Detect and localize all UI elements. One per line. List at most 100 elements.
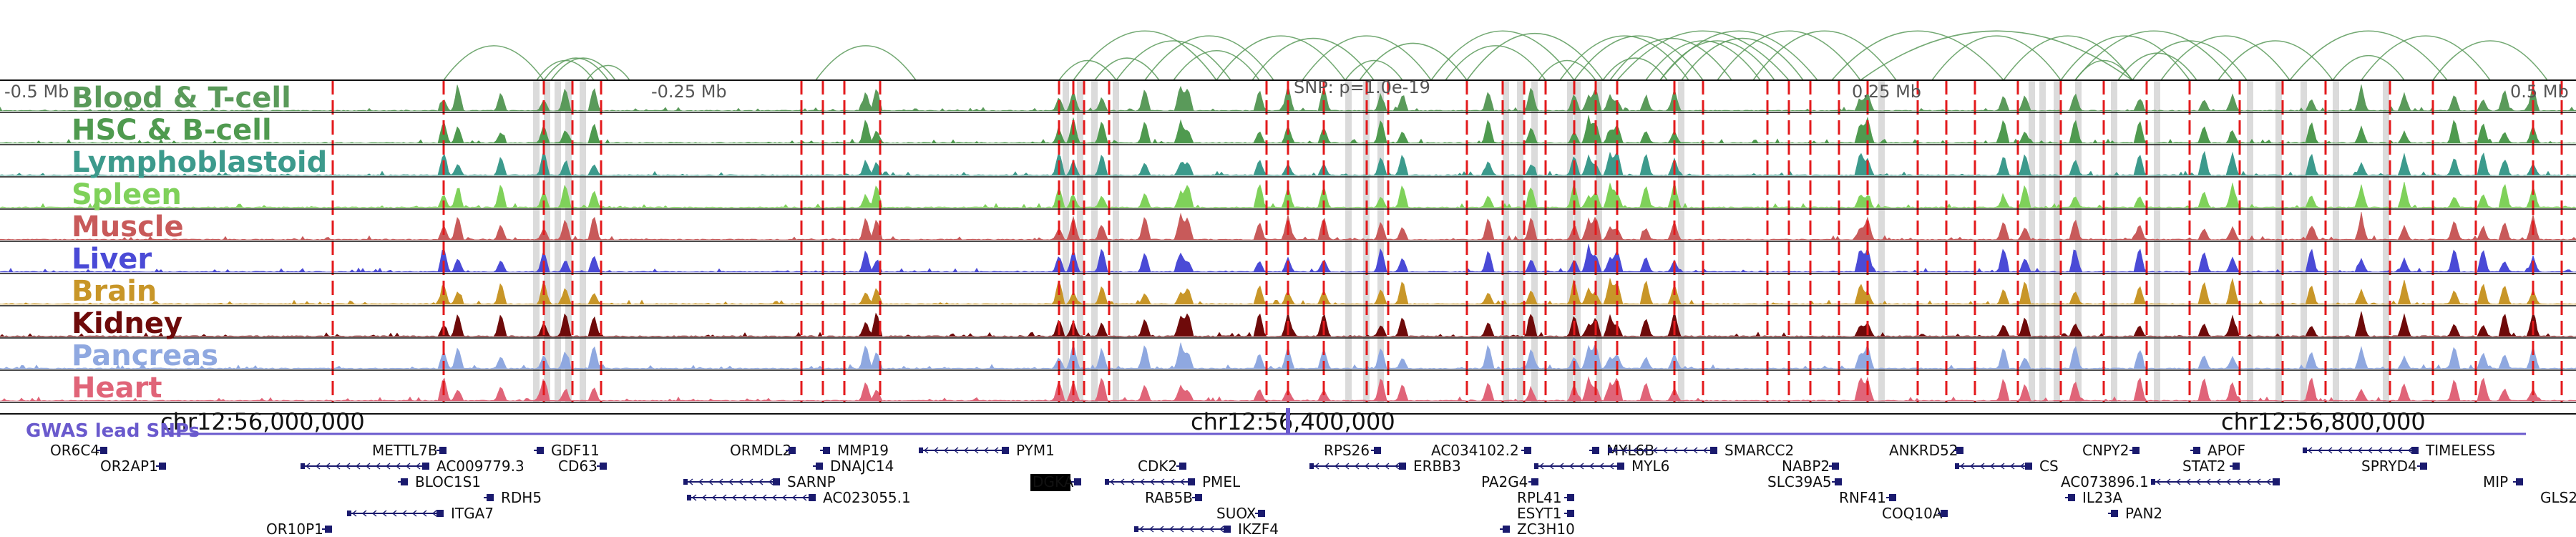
gene-myl6: MYL6: [1534, 458, 1669, 475]
gene-esyt1: ESYT1: [1517, 505, 1574, 522]
gene-cnpy2: CNPY2: [2082, 442, 2140, 459]
strand-arrow: [1159, 478, 1165, 485]
gene-label: STAT2: [2182, 458, 2225, 475]
gene-stat2: STAT2: [2182, 458, 2240, 475]
gene-label: SARNP: [787, 473, 836, 490]
interaction-arc: [1094, 57, 1160, 81]
exon-block: [2233, 463, 2240, 470]
exon-block: [1399, 463, 1406, 470]
exon-block: [823, 447, 830, 454]
interaction-arc: [1931, 35, 2062, 81]
exon-block: [2303, 448, 2307, 453]
strand-arrow: [983, 447, 989, 454]
gene-label: TIMELESS: [2425, 442, 2495, 459]
chromatin-interaction-arcs: [443, 30, 2548, 81]
strand-arrow: [1189, 526, 1194, 533]
scale-center-label: SNP: p=1.0e-19: [1294, 77, 1430, 97]
exon-block: [422, 463, 429, 470]
strand-arrow: [2175, 478, 2181, 485]
gene-label: AC023055.1: [823, 489, 911, 506]
gene-label: COQ10A: [1882, 505, 1943, 522]
interaction-arc: [2289, 30, 2448, 81]
gene-ac073896-1: AC073896.1: [2061, 473, 2280, 490]
exon-block: [1835, 478, 1842, 485]
gene-label: MMP19: [837, 442, 889, 459]
strand-arrow: [421, 510, 427, 517]
strand-arrow: [411, 510, 417, 517]
strand-arrow: [1148, 526, 1154, 533]
strand-arrow: [1558, 463, 1564, 470]
gene-sarnp: SARNP: [683, 473, 836, 490]
gene-label: PA2G4: [1481, 473, 1528, 490]
exon-block: [1503, 526, 1510, 533]
signal-area: [0, 243, 2576, 273]
exon-block: [1567, 510, 1574, 517]
track-label: HSC & B-cell: [72, 114, 272, 147]
interaction-arc: [1144, 35, 1274, 81]
interaction-arc: [1252, 37, 1375, 81]
exon-block: [2193, 447, 2200, 454]
gene-label: ORMDL2: [730, 442, 791, 459]
exon-block: [1524, 447, 1531, 454]
gene-label: MIP: [2483, 473, 2508, 490]
gene-label: CNPY2: [2082, 442, 2129, 459]
scale-mid-right-label: 0.25 Mb: [1852, 82, 1921, 102]
strand-arrow: [1344, 463, 1350, 470]
strand-arrow: [1652, 447, 1658, 454]
strand-arrow: [731, 494, 737, 501]
coord-label-1: chr12:56,000,000: [160, 408, 365, 435]
interaction-arc: [1073, 30, 1217, 81]
strand-arrow: [2225, 478, 2231, 485]
exon-block: [1710, 447, 1717, 454]
exon-block: [401, 478, 408, 485]
gene-label: CD63: [558, 458, 597, 475]
strand-arrow: [1334, 463, 1340, 470]
exon-block: [1567, 494, 1574, 501]
strand-arrow: [791, 494, 797, 501]
strand-arrow: [1632, 447, 1638, 454]
exon-block: [325, 526, 332, 533]
strand-arrow: [751, 494, 757, 501]
gene-slc39a5: SLC39A5: [1767, 473, 1842, 490]
strand-arrow: [1548, 463, 1554, 470]
strand-arrow: [1364, 463, 1370, 470]
gene-nabp2: NABP2: [1782, 458, 1839, 475]
gene-pmel: PMEL: [1105, 473, 1241, 490]
strand-arrow: [1579, 463, 1584, 470]
strand-arrow: [335, 463, 341, 470]
exon-block: [1179, 463, 1186, 470]
gene-ormdl2: ORMDL2: [730, 442, 796, 459]
strand-arrow: [701, 494, 707, 501]
exon-block: [789, 447, 796, 454]
exon-block: [1134, 526, 1138, 532]
strand-arrow: [1119, 478, 1125, 485]
strand-arrow: [801, 494, 807, 501]
track-label: Heart: [72, 372, 162, 405]
scale-mid-left-label: -0.25 Mb: [651, 82, 727, 102]
gene-label: ESYT1: [1517, 505, 1562, 522]
track-label: Muscle: [72, 211, 184, 243]
gene-coq10a: COQ10A: [1882, 505, 1948, 522]
gene-label: RDH5: [501, 489, 542, 506]
gene-or6c4: OR6C4: [50, 442, 107, 459]
gene-cdk2: CDK2: [1138, 458, 1186, 475]
gene-label: SUOX: [1216, 505, 1257, 522]
gene-label: NABP2: [1782, 458, 1830, 475]
strand-arrow: [2215, 478, 2221, 485]
interaction-arc: [2003, 35, 2133, 81]
gene-label: RPS26: [1324, 442, 1370, 459]
strand-arrow: [325, 463, 331, 470]
gene-label: PMEL: [1202, 473, 1241, 490]
track-label: Kidney: [72, 307, 182, 340]
gene-pan2: PAN2: [2108, 505, 2162, 522]
strand-arrow: [2397, 447, 2403, 454]
interaction-arc: [2132, 40, 2248, 81]
strand-arrow: [2357, 447, 2363, 454]
strand-arrow: [738, 478, 743, 485]
gene-ac023055-1: AC023055.1: [687, 489, 911, 506]
exon-block: [1258, 510, 1265, 517]
exon-block: [816, 463, 823, 470]
gene-cd63: CD63: [558, 458, 607, 475]
